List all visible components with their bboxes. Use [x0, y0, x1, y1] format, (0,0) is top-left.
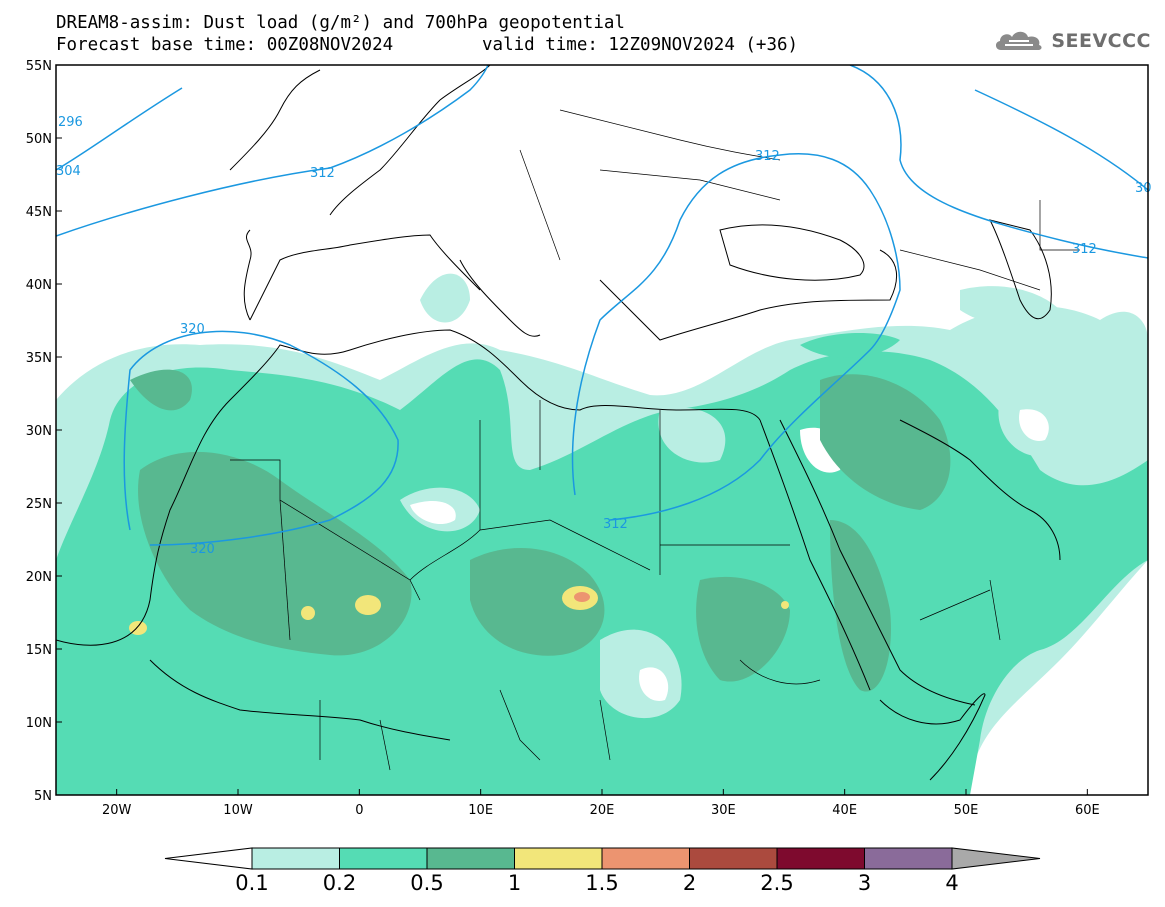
lon-label: 20W: [102, 803, 132, 818]
colorbar-swatch: [339, 847, 428, 870]
contour-label-320-bottom: 320: [190, 542, 215, 557]
lat-label: 25N: [26, 497, 52, 512]
contour-320: [123, 330, 399, 546]
contour-label-312-far-east: 312: [1072, 242, 1097, 257]
lon-label: 40E: [832, 803, 857, 818]
lon-label: 0: [355, 803, 363, 818]
colorbar-label: 0.1: [235, 871, 268, 895]
contour-label-296: 296: [58, 115, 83, 130]
colorbar: 0.1 0.2 0.5 1 1.5 2 2.5 3 4: [164, 847, 1041, 895]
colorbar-label: 4: [945, 871, 958, 895]
contour-label-304: 304: [56, 164, 81, 179]
contour-label-312-south: 312: [603, 517, 628, 532]
lat-label: 55N: [26, 59, 52, 74]
country-borders: [230, 109, 1080, 771]
colorbar-label: 0.5: [410, 871, 443, 895]
colorbar-label: 1: [508, 871, 521, 895]
contour-312-west: [56, 65, 489, 237]
lon-label: 10W: [223, 803, 253, 818]
dust-load-field: [56, 273, 1148, 795]
colorbar-label: 0.2: [323, 871, 356, 895]
axis-labels: 55N 50N 45N 40N 35N 30N 25N 20N 15N 10N 5N 20W 10W 0 1…: [26, 59, 1100, 818]
contour-label-320-top: 320: [180, 322, 205, 337]
colorbar-label: 3: [858, 871, 871, 895]
lat-label: 5N: [34, 789, 52, 804]
colorbar-swatch: [776, 847, 865, 870]
lon-label: 50E: [954, 803, 979, 818]
dust-level-0.5: [130, 369, 951, 692]
lat-label: 45N: [26, 205, 52, 220]
colorbar-swatch: [426, 847, 515, 870]
lat-label: 10N: [26, 716, 52, 731]
colorbar-swatch: [601, 847, 690, 870]
lat-label: 20N: [26, 570, 52, 585]
contour-label-312-east: 312: [755, 149, 780, 164]
lon-label: 30E: [711, 803, 736, 818]
lat-label: 40N: [26, 278, 52, 293]
lon-label: 60E: [1075, 803, 1100, 818]
colorbar-label: 2: [683, 871, 696, 895]
logo-text: SEEVCCC: [1051, 30, 1151, 52]
cloud-icon: [996, 31, 1042, 50]
colorbar-swatch: [251, 847, 340, 870]
valid-time: valid time: 12Z09NOV2024 (+36): [482, 35, 799, 55]
lat-label: 15N: [26, 643, 52, 658]
lat-label: 30N: [26, 424, 52, 439]
lat-label: 35N: [26, 351, 52, 366]
contour-296: [56, 87, 183, 171]
contour-label-304-east: 30: [1135, 181, 1152, 196]
colorbar-low-arrow: [164, 847, 253, 870]
contour-312-east: [571, 153, 901, 521]
colorbar-label: 1.5: [585, 871, 618, 895]
contour-304-ne: [849, 65, 1148, 259]
forecast-base-time: Forecast base time: 00Z08NOV2024: [56, 35, 394, 55]
dust-level-1.5: [574, 592, 590, 602]
colorbar-high-arrow: [951, 847, 1041, 870]
contour-label-312-west: 312: [310, 166, 335, 181]
contour-304-e: [974, 89, 1148, 191]
colorbar-swatch: [864, 847, 953, 870]
lat-label: 50N: [26, 132, 52, 147]
colorbar-label: 2.5: [760, 871, 793, 895]
lon-label: 20E: [590, 803, 615, 818]
colorbar-swatch: [514, 847, 603, 870]
lon-label: 10E: [468, 803, 493, 818]
map-title: DREAM8-assim: Dust load (g/m²) and 700hP…: [56, 13, 625, 33]
coastlines: [56, 65, 1061, 781]
colorbar-swatch: [689, 847, 778, 870]
seevccc-logo: SEEVCCC: [993, 28, 1151, 54]
geopotential-contours: [56, 65, 1148, 546]
